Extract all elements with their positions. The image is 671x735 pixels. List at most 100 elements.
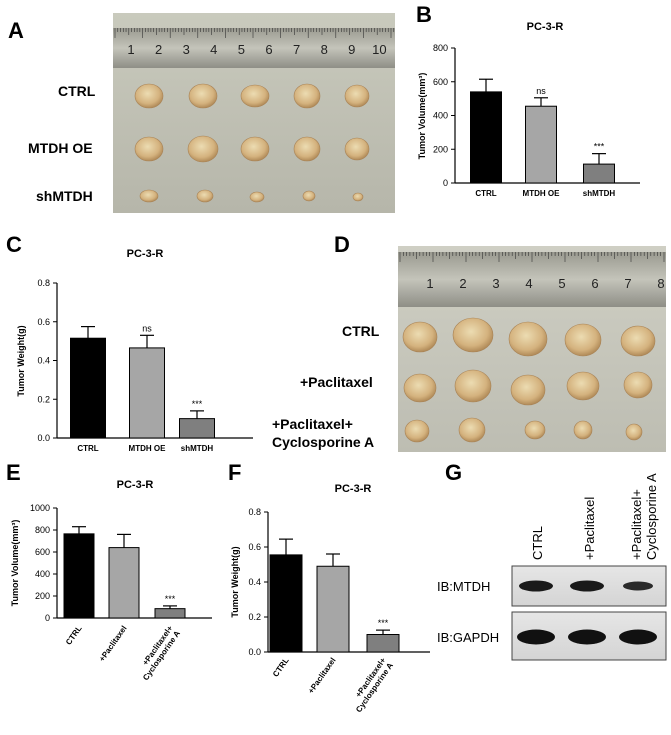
chart-f-y-tick-label: 0.8	[248, 507, 261, 517]
chart-f-y-tick-label: 0.4	[248, 577, 261, 587]
photo-d-tumor-r1-c5	[620, 325, 656, 357]
chart-b-y-tick-label: 600	[433, 77, 448, 87]
band-mtdh-2	[570, 580, 604, 592]
ruler-d-number-3: 3	[492, 276, 499, 291]
chart-c-bar-3	[179, 418, 215, 439]
blot-label-gapdh: IB:GAPDH	[437, 630, 499, 645]
chart-e-category-label-3: +Paclitaxel+Cyclosporine A	[134, 624, 182, 682]
chart-f-y-tick-label: 0.6	[248, 542, 261, 552]
panel-letter-g: G	[445, 460, 462, 485]
ruler-a	[113, 28, 395, 68]
chart-b-category-label-3: shMTDH	[583, 189, 616, 198]
chart-c-bar-2	[129, 347, 165, 439]
panel-letter-f: F	[228, 460, 241, 485]
ruler-d-number-5: 5	[558, 276, 565, 291]
chart-c-y-tick-label: 0.4	[37, 356, 50, 366]
photo-a-tumor-r2-c2	[187, 135, 219, 163]
photo-d-tumor-r1-c2	[452, 317, 494, 353]
photo-a-tumor-r1-c3	[240, 84, 270, 108]
ruler-a-number-9: 9	[348, 42, 355, 57]
panel-letter-e: E	[6, 460, 21, 485]
chart-e-category-label-2: +Paclitaxel	[97, 624, 128, 663]
ruler-a-number-2: 2	[155, 42, 162, 57]
chart-e-y-tick-label: 0	[45, 613, 50, 623]
chart-b-title: PC-3-R	[527, 21, 564, 33]
chart-c-y-axis-label: Tumor Weight(g)	[16, 325, 26, 396]
photo-d-tumor-r1-c4	[564, 323, 602, 357]
western-blot: CTRL +Paclitaxel +Paclitaxel+ Cyclospori…	[437, 473, 667, 661]
band-mtdh-3	[623, 581, 653, 591]
photo-d-tumor-r2-c5	[623, 371, 653, 399]
ruler-d-number-4: 4	[525, 276, 532, 291]
ruler-a-number-10: 10	[372, 42, 386, 57]
band-mtdh-1	[519, 580, 553, 592]
band-gapdh-1	[517, 629, 555, 645]
photo-a-tumor-r3-c2	[196, 189, 214, 203]
ruler-d-number-1: 1	[426, 276, 433, 291]
ruler-a-number-5: 5	[238, 42, 245, 57]
chart-tumor-volume-paclitaxel: PC-3-R Tumor Volume(mm³) 0 200 400 600 800 1000…	[10, 479, 212, 682]
chart-f-y-tick-label: 0.0	[248, 647, 261, 657]
chart-c-y-tick-label: 0.2	[37, 394, 50, 404]
photo-d-tumor-r3-c2	[458, 417, 486, 443]
chart-e-bar-1	[63, 533, 95, 619]
photo-d-tumor-r2-c3	[510, 374, 546, 406]
ruler-d-number-7: 7	[624, 276, 631, 291]
row-label-d-cyclosporine: Cyclosporine A	[272, 434, 374, 450]
chart-b-y-axis-label: Tumor Volume(mm³)	[417, 73, 427, 160]
row-label-mtdh-oe: MTDH OE	[28, 140, 93, 156]
ruler-d-number-6: 6	[591, 276, 598, 291]
chart-c-bar-1	[70, 337, 106, 439]
photo-a-tumor-r3-c4	[302, 190, 316, 202]
chart-c-y-tick-label: 0.0	[37, 433, 50, 443]
chart-b-y-tick-label: 400	[433, 111, 448, 121]
chart-b-bar-1	[470, 91, 502, 184]
photo-a-tumor-r2-c1	[134, 136, 164, 162]
chart-f-category-label-3: +Paclitaxel+Cyclosporine A	[347, 656, 395, 714]
chart-e-y-tick-label: 600	[35, 547, 50, 557]
blot-label-mtdh: IB:MTDH	[437, 579, 490, 594]
tumor-photo-d: 1 2 3 4 5 6 7 8	[398, 246, 666, 452]
chart-e-bar-2	[108, 547, 140, 619]
panel-letter-d: D	[334, 232, 350, 257]
ruler-a-number-7: 7	[293, 42, 300, 57]
chart-e-significance-3: ***	[165, 594, 176, 604]
chart-f-y-tick-label: 0.2	[248, 612, 261, 622]
photo-d-tumor-r3-c5	[625, 423, 643, 441]
photo-d-tumor-r2-c2	[454, 369, 492, 403]
row-label-ctrl: CTRL	[58, 83, 96, 99]
photo-a-tumor-r2-c4	[293, 136, 321, 162]
row-label-shmtdh: shMTDH	[36, 188, 93, 204]
chart-b-category-label-2: MTDH OE	[523, 189, 561, 198]
chart-e-title: PC-3-R	[117, 479, 154, 491]
chart-tumor-weight-mtdh: PC-3-R Tumor Weight(g) 0.0 0.2 0.4 0.6 0.8 CTRL…	[16, 248, 253, 453]
photo-a-tumor-r2-c5	[344, 137, 370, 161]
panel-letter-a: A	[8, 18, 24, 43]
chart-c-significance-3: ***	[192, 399, 203, 409]
chart-b-y-tick-label: 800	[433, 43, 448, 53]
chart-b-y-tick-label: 0	[443, 178, 448, 188]
panel-letter-b: B	[416, 2, 432, 27]
chart-f-y-axis-label: Tumor Weight(g)	[230, 546, 240, 617]
photo-a-tumor-r1-c2	[188, 83, 218, 109]
chart-b-bar-2	[525, 105, 557, 184]
chart-c-title: PC-3-R	[127, 248, 164, 260]
tumor-photo-a: 1 2 3 4 5 6 7 8 9 10	[113, 13, 395, 213]
chart-e-y-tick-label: 200	[35, 591, 50, 601]
chart-tumor-volume-mtdh: PC-3-R Tumor Volume(mm³) 0 200 400 600 800 CTRL…	[417, 21, 640, 198]
chart-f-significance-3: ***	[378, 618, 389, 628]
band-gapdh-2	[568, 629, 606, 645]
photo-d-tumor-r3-c1	[404, 419, 430, 443]
lane-label-cyclosporine: Cyclosporine A	[644, 473, 659, 560]
chart-f-bar-1	[269, 554, 303, 653]
photo-a-tumor-r1-c5	[344, 84, 370, 108]
chart-b-significance-2: ns	[536, 86, 546, 96]
photo-a-tumor-r3-c1	[139, 189, 159, 203]
chart-e-bar-3	[154, 608, 186, 619]
chart-c-category-label-2: MTDH OE	[129, 444, 167, 453]
row-label-d-ctrl: CTRL	[342, 323, 380, 339]
chart-e-category-label-1: CTRL	[64, 624, 84, 647]
chart-b-y-tick-label: 200	[433, 144, 448, 154]
chart-e-y-axis-label: Tumor Volume(mm³)	[10, 520, 20, 607]
